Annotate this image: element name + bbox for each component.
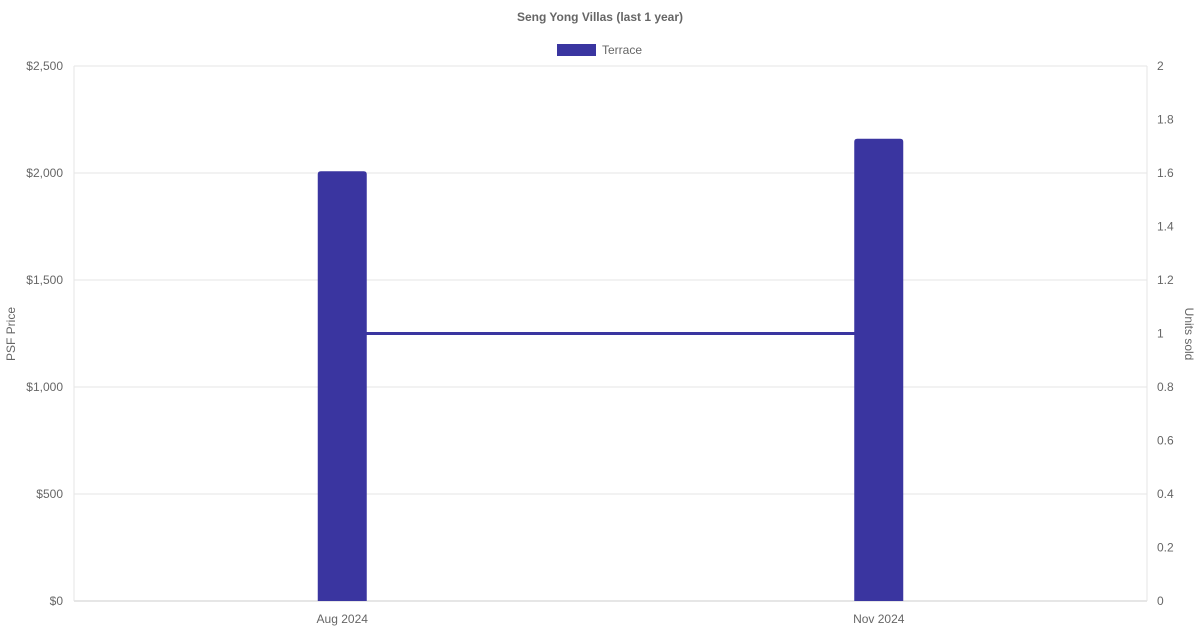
y2-tick-label: 1 bbox=[1157, 327, 1164, 341]
y2-tick-label: 0.2 bbox=[1157, 541, 1174, 555]
y-axis-label: PSF Price bbox=[4, 307, 18, 361]
y2-tick-label: 0.4 bbox=[1157, 487, 1174, 501]
bar-nov-2024 bbox=[854, 138, 904, 601]
y2-tick-label: 2 bbox=[1157, 59, 1164, 73]
y-tick-label: $1,000 bbox=[26, 380, 63, 394]
y-tick-label: $1,500 bbox=[26, 273, 63, 287]
y2-tick-label: 1.8 bbox=[1157, 113, 1174, 127]
legend-label-terrace: Terrace bbox=[602, 43, 642, 57]
y2-tick-label: 1.2 bbox=[1157, 273, 1174, 287]
y-tick-label: $500 bbox=[36, 487, 63, 501]
y2-tick-label: 0.8 bbox=[1157, 380, 1174, 394]
legend-swatch-terrace bbox=[557, 44, 596, 56]
y2-tick-label: 1.4 bbox=[1157, 220, 1174, 234]
y2-tick-label: 0 bbox=[1157, 594, 1164, 608]
x-tick-label: Nov 2024 bbox=[853, 612, 905, 626]
y-tick-label: $2,000 bbox=[26, 166, 63, 180]
y2-axis-label: Units sold bbox=[1182, 308, 1196, 361]
y2-tick-label: 0.6 bbox=[1157, 434, 1174, 448]
bar-aug-2024 bbox=[317, 171, 367, 601]
y-tick-label: $2,500 bbox=[26, 59, 63, 73]
y-tick-label: $0 bbox=[50, 594, 64, 608]
legend[interactable]: Terrace bbox=[557, 43, 642, 57]
chart-title: Seng Yong Villas (last 1 year) bbox=[517, 10, 683, 24]
y2-tick-label: 1.6 bbox=[1157, 166, 1174, 180]
x-tick-label: Aug 2024 bbox=[317, 612, 369, 626]
